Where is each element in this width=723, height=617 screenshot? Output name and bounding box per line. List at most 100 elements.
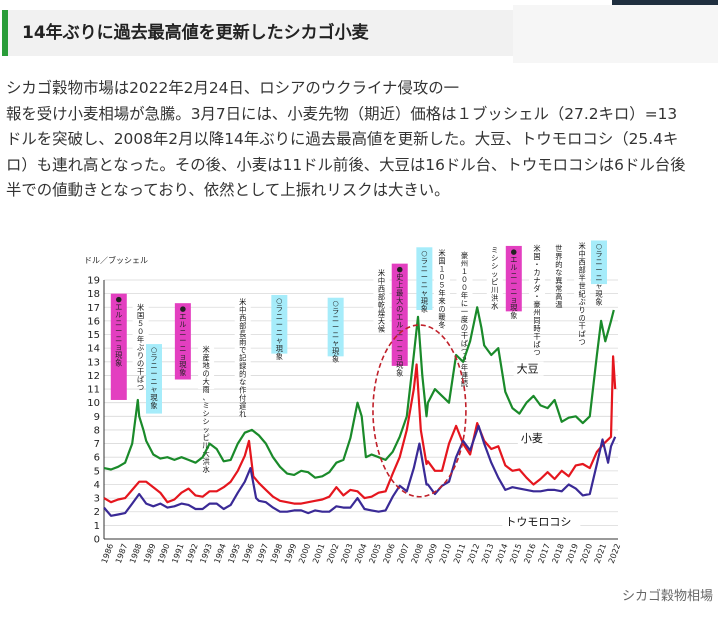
- series-line: [103, 355, 617, 505]
- lanina-box: [590, 240, 607, 285]
- series-label: 小麦: [521, 432, 543, 445]
- y-tick-label: 1: [94, 521, 100, 532]
- y-tick-label: 10: [87, 398, 100, 409]
- paragraph-line: 半での値動きとなっており、依然として上振れリスクは大きい。: [6, 181, 450, 199]
- x-tick-label: 2001: [311, 542, 326, 564]
- x-tick-label: 2004: [353, 542, 368, 564]
- header-decoration: [612, 0, 718, 5]
- annotation-label: ●エルニーニョ現象: [115, 295, 122, 368]
- annotation-label: ●エルニーニョ現象: [179, 304, 186, 377]
- series-line: [103, 306, 615, 479]
- y-tick-label: 2: [94, 507, 100, 518]
- x-tick-label: 2007: [396, 542, 411, 564]
- annotation-label: 米国・カナダ・豪州同時干ばつ: [533, 244, 540, 357]
- y-tick-label: 9: [94, 412, 100, 423]
- x-tick-label: 1986: [100, 542, 115, 564]
- x-tick-label: 1988: [128, 542, 143, 564]
- x-tick-label: 1989: [142, 542, 157, 564]
- elnino-box: [110, 293, 127, 400]
- x-tick-label: 2015: [508, 542, 523, 564]
- x-tick-label: 1994: [213, 542, 228, 564]
- series-line: [103, 424, 617, 517]
- price-chart: 012345678910111213141516171819ドル／ブッシェル19…: [84, 240, 622, 565]
- x-tick-label: 2019: [565, 542, 580, 564]
- annotation-box: [373, 267, 390, 328]
- x-tick-label: 2014: [494, 542, 509, 564]
- annotation-label: 米中西部半世紀ぶりの干ばつ: [578, 241, 585, 346]
- annotation-label: 豪州１００年に一度の干ばつ２年連続: [461, 251, 468, 388]
- x-tick-label: 2003: [339, 542, 354, 564]
- x-tick-label: 1996: [241, 542, 256, 564]
- x-tick-label: 1998: [269, 542, 284, 564]
- annotation-box: [550, 243, 567, 294]
- x-tick-label: 2000: [297, 542, 312, 564]
- paragraph-line: シカゴ穀物市場は2022年2月24日、ロシアのウクライナ侵攻の一: [6, 79, 460, 97]
- y-axis-label: ドル／ブッシェル: [84, 255, 148, 265]
- y-tick-label: 12: [87, 371, 100, 382]
- x-tick-label: 1992: [184, 542, 199, 564]
- annotation-box: [198, 344, 215, 390]
- article-paragraph: シカゴ穀物市場は2022年2月24日、ロシアのウクライナ侵攻の一 報を受け小麦相…: [6, 76, 718, 204]
- paragraph-line: ロ）も連れ高となった。その後、小麦は11ドル前後、大豆は16ドル台、トウモロコシ…: [6, 155, 686, 174]
- y-tick-label: 18: [87, 289, 100, 300]
- series-label-bg: [502, 514, 581, 529]
- annotation-label: ○ラニーニャ現象: [150, 345, 157, 410]
- y-tick-label: 4: [94, 480, 100, 491]
- x-tick-label: 1987: [114, 542, 129, 564]
- lanina-box: [416, 247, 433, 310]
- x-tick-label: 2006: [381, 542, 396, 564]
- x-tick-label: 2013: [480, 542, 495, 564]
- x-tick-label: 1999: [283, 542, 298, 564]
- annotation-label: ○ラニーニャ現象: [421, 248, 428, 313]
- x-tick-label: 2016: [522, 542, 537, 564]
- annotation-box: [132, 301, 149, 368]
- series-label: トウモロコシ: [505, 515, 571, 528]
- annotation-label: 米国１０５年来の暖冬: [438, 248, 445, 329]
- x-tick-label: 1990: [156, 542, 171, 564]
- x-tick-label: 2012: [466, 542, 481, 564]
- chart-container: 0 1 2 3 4 5 6 7 8 9 10 11 12 13 14 15 16 17 18 19 ドル／ブッシェル 19…: [82, 228, 628, 580]
- annotation-label: ●エルニーニョ現象: [510, 247, 517, 320]
- series-label-bg: [513, 361, 544, 376]
- annotation-label: 米中西部長雨で記録的な作付遅れ: [239, 297, 246, 418]
- y-tick-label: 17: [87, 303, 100, 314]
- y-tick-label: 11: [87, 385, 100, 396]
- y-tick-label: 16: [87, 316, 100, 327]
- y-tick-label: 8: [94, 425, 100, 436]
- elnino-box: [174, 303, 191, 380]
- x-tick-label: 1991: [170, 542, 185, 564]
- lanina-box: [327, 297, 344, 357]
- section-heading: 14年ぶりに過去最高値を更新したシカゴ小麦: [2, 10, 513, 56]
- annotation-label: ミシシッピ川洪水: [491, 246, 498, 311]
- annotation-label: ○ラニーニャ現象: [276, 296, 283, 361]
- elnino-box: [391, 263, 408, 366]
- annotation-box: [234, 296, 251, 387]
- y-tick-label: 13: [87, 357, 100, 368]
- source-caption: シカゴ穀物相場: [621, 589, 713, 604]
- annotation-label: ○ラニーニャ現象: [332, 299, 339, 364]
- annotation-label: ●史上最大のエルニーニョ現象: [396, 265, 403, 378]
- annotation-label: 米産地の大雨、ミシシッピ川大洪水: [202, 345, 209, 474]
- y-tick-label: 3: [94, 494, 100, 505]
- annotation-label: 世界的な異常高温: [555, 244, 562, 309]
- highlight-ellipse: [372, 324, 467, 498]
- y-tick-label: 7: [94, 439, 100, 450]
- paragraph-line: 報を受け小麦相場が急騰。3月7日には、小麦先物（期近）価格は１ブッシェル（27.…: [6, 104, 678, 123]
- x-tick-label: 2020: [579, 542, 594, 564]
- y-tick-label: 19: [87, 276, 100, 287]
- annotation-label: 米中西部乾燥天候: [378, 269, 385, 334]
- series-label: 大豆: [517, 362, 539, 376]
- header-background: [513, 5, 718, 63]
- lanina-box: [145, 344, 162, 414]
- x-tick-label: 1993: [198, 542, 213, 564]
- annotation-box: [456, 250, 473, 301]
- y-tick-label: 14: [87, 344, 100, 355]
- annotation-label: 米国５０年ぶりの干ばつ: [137, 303, 144, 392]
- x-tick-label: 2010: [438, 542, 453, 564]
- annotation-box: [529, 243, 546, 302]
- heading-text: 14年ぶりに過去最高値を更新したシカゴ小麦: [22, 23, 369, 43]
- y-tick-label: 15: [87, 330, 100, 341]
- x-tick-label: 2021: [593, 542, 608, 564]
- paragraph-line: ドルを突破し、2008年2月以降14年ぶりに過去最高値を更新した。大豆、トウモロ…: [6, 130, 679, 148]
- y-tick-label: 6: [94, 453, 100, 464]
